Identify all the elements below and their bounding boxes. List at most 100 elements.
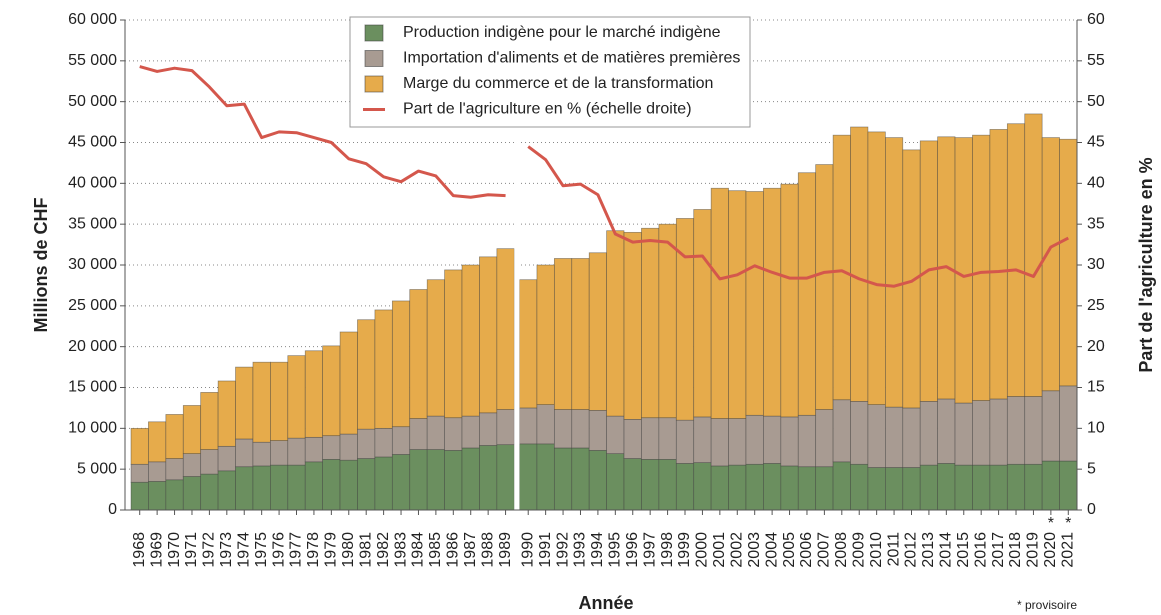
y2-tick-label: 10 [1087, 420, 1105, 437]
y-tick-label: 20 000 [68, 338, 117, 355]
bar-segment [885, 137, 904, 408]
bar-segment [130, 463, 149, 483]
bar-segment [553, 258, 573, 410]
bar-segment [641, 227, 660, 419]
x-tick-label: 2009 [850, 532, 867, 568]
y2-tick-label: 20 [1087, 338, 1105, 355]
x-tick-label: 1997 [641, 532, 658, 568]
bar-segment [444, 269, 463, 419]
x-tick-label: 1968 [131, 532, 148, 568]
legend-swatch [364, 24, 384, 42]
bar-segment [902, 467, 921, 511]
bar-segment [710, 465, 729, 511]
x-tick-label: 1983 [392, 532, 409, 568]
bar-segment [374, 456, 393, 511]
bar-segment [658, 223, 677, 419]
bar-segment [954, 464, 973, 511]
x-tick-label: 1977 [288, 532, 305, 568]
bar-segment [217, 380, 236, 447]
bar-segment [391, 454, 411, 511]
bar-segment [182, 405, 202, 455]
bar-segment [304, 461, 323, 511]
y-tick-label: 0 [108, 501, 117, 518]
x-tick-label: 1970 [166, 532, 183, 568]
bar-segment [270, 440, 289, 466]
bar-segment [374, 427, 393, 458]
line-series [139, 65, 506, 199]
bar-segment [519, 407, 538, 445]
x-tick-label: 2012 [903, 532, 920, 568]
bar-segment [832, 134, 851, 401]
legend-box [349, 16, 751, 128]
x-tick-label: 1972 [201, 532, 218, 568]
x-tick-label: 1971 [183, 532, 200, 568]
bar-segment [461, 415, 480, 449]
bar-segment [1041, 137, 1060, 392]
legend-swatch [364, 50, 384, 67]
bar-segment [165, 458, 184, 481]
bar-segment [797, 466, 817, 511]
bar-segment [391, 426, 411, 455]
x-tick-label: 2018 [1007, 532, 1024, 568]
bar-segment [867, 467, 886, 511]
x-tick-label: 2003 [746, 532, 763, 568]
bar-segment [1024, 113, 1043, 397]
x-tick-label: 2004 [763, 532, 780, 568]
bar-segment [200, 392, 219, 450]
bar-segment [763, 463, 782, 511]
bar-segment [780, 183, 799, 418]
bar-segment [588, 450, 607, 511]
bar-segment [479, 256, 498, 414]
x-tick-label: 2002 [728, 532, 745, 568]
bar-segment [165, 414, 184, 459]
y2-tick-label: 25 [1087, 297, 1105, 314]
bar-segment [693, 416, 712, 463]
bar-segment [536, 404, 555, 445]
bar-segment [867, 131, 886, 405]
bar-segment [322, 345, 341, 437]
bar-segment [797, 172, 817, 416]
x-tick-label: 1980 [340, 532, 357, 568]
bar-segment [322, 459, 341, 511]
bar-segment [763, 187, 782, 417]
bar-segment [815, 164, 834, 410]
bar-segment [1024, 396, 1043, 465]
x-tick-label: 1993 [572, 532, 589, 568]
x-tick-label: 2011 [885, 532, 902, 567]
y-tick-label: 50 000 [68, 93, 117, 110]
x-tick-label: 1978 [305, 532, 322, 568]
bar-segment [815, 409, 834, 468]
bar-segment [148, 461, 167, 482]
y2-tick-label: 0 [1087, 501, 1096, 518]
x-tick-label: 1996 [624, 532, 641, 568]
x-tick-label: 1995 [607, 532, 624, 568]
x-tick-label: 1988 [479, 532, 496, 568]
bar-segment [797, 414, 817, 468]
bar-segment [200, 473, 219, 511]
x-tick-label: 1999 [676, 532, 693, 568]
bar-segment [623, 231, 642, 420]
bar-segment [339, 459, 358, 511]
x-tick-label: 1984 [410, 532, 427, 568]
bar-segment [588, 252, 607, 411]
bar-segment [182, 476, 202, 511]
x-tick-label: 1981 [357, 532, 374, 568]
bar-segment [235, 466, 254, 511]
bar-segment [693, 209, 712, 418]
x-tick-label: 2020 [1042, 532, 1059, 568]
bar-segment [954, 402, 973, 466]
bar-segment [885, 467, 904, 511]
bar-segment [728, 418, 747, 466]
bar-segment [252, 361, 271, 443]
y2-tick-label: 55 [1087, 52, 1105, 69]
bar-segment [919, 401, 938, 466]
bar-segment [989, 464, 1008, 511]
bar-segment [937, 463, 956, 511]
bar-segment [496, 248, 515, 410]
y-tick-label: 35 000 [68, 215, 117, 232]
bar-segment [902, 407, 921, 468]
bar-segment [496, 409, 515, 446]
y-tick-label: 5 000 [77, 460, 117, 477]
bar-segment [339, 433, 358, 461]
